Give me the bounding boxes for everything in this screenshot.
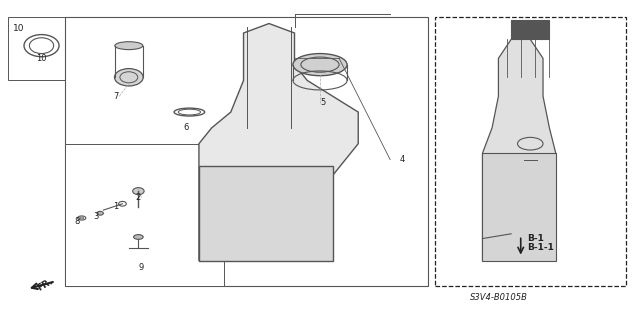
- Text: 3: 3: [94, 212, 99, 221]
- FancyBboxPatch shape: [435, 17, 626, 286]
- Bar: [65, 17, 428, 286]
- Ellipse shape: [132, 188, 144, 195]
- Text: 1: 1: [113, 203, 118, 211]
- Text: B-1: B-1: [527, 234, 544, 243]
- Text: 4: 4: [399, 155, 405, 164]
- Polygon shape: [483, 39, 556, 261]
- Text: 7: 7: [113, 92, 118, 101]
- Text: 6: 6: [183, 123, 188, 132]
- Bar: [8, 17, 72, 80]
- Text: 8: 8: [75, 217, 80, 226]
- Bar: [65, 144, 225, 286]
- Text: FR.: FR.: [35, 276, 54, 293]
- Text: S3V4-B0105B: S3V4-B0105B: [470, 293, 527, 301]
- Polygon shape: [199, 24, 358, 261]
- Ellipse shape: [293, 54, 347, 76]
- Ellipse shape: [115, 69, 143, 86]
- Ellipse shape: [97, 211, 103, 215]
- Text: 10: 10: [36, 54, 47, 63]
- Text: B-1-1: B-1-1: [527, 243, 554, 252]
- Text: 10: 10: [13, 24, 24, 33]
- Text: 9: 9: [138, 263, 143, 271]
- Polygon shape: [511, 20, 549, 39]
- Text: 2: 2: [135, 193, 140, 202]
- Polygon shape: [199, 166, 333, 261]
- Text: 5: 5: [320, 98, 325, 107]
- Bar: [483, 153, 556, 261]
- Ellipse shape: [134, 234, 143, 239]
- Ellipse shape: [115, 42, 143, 50]
